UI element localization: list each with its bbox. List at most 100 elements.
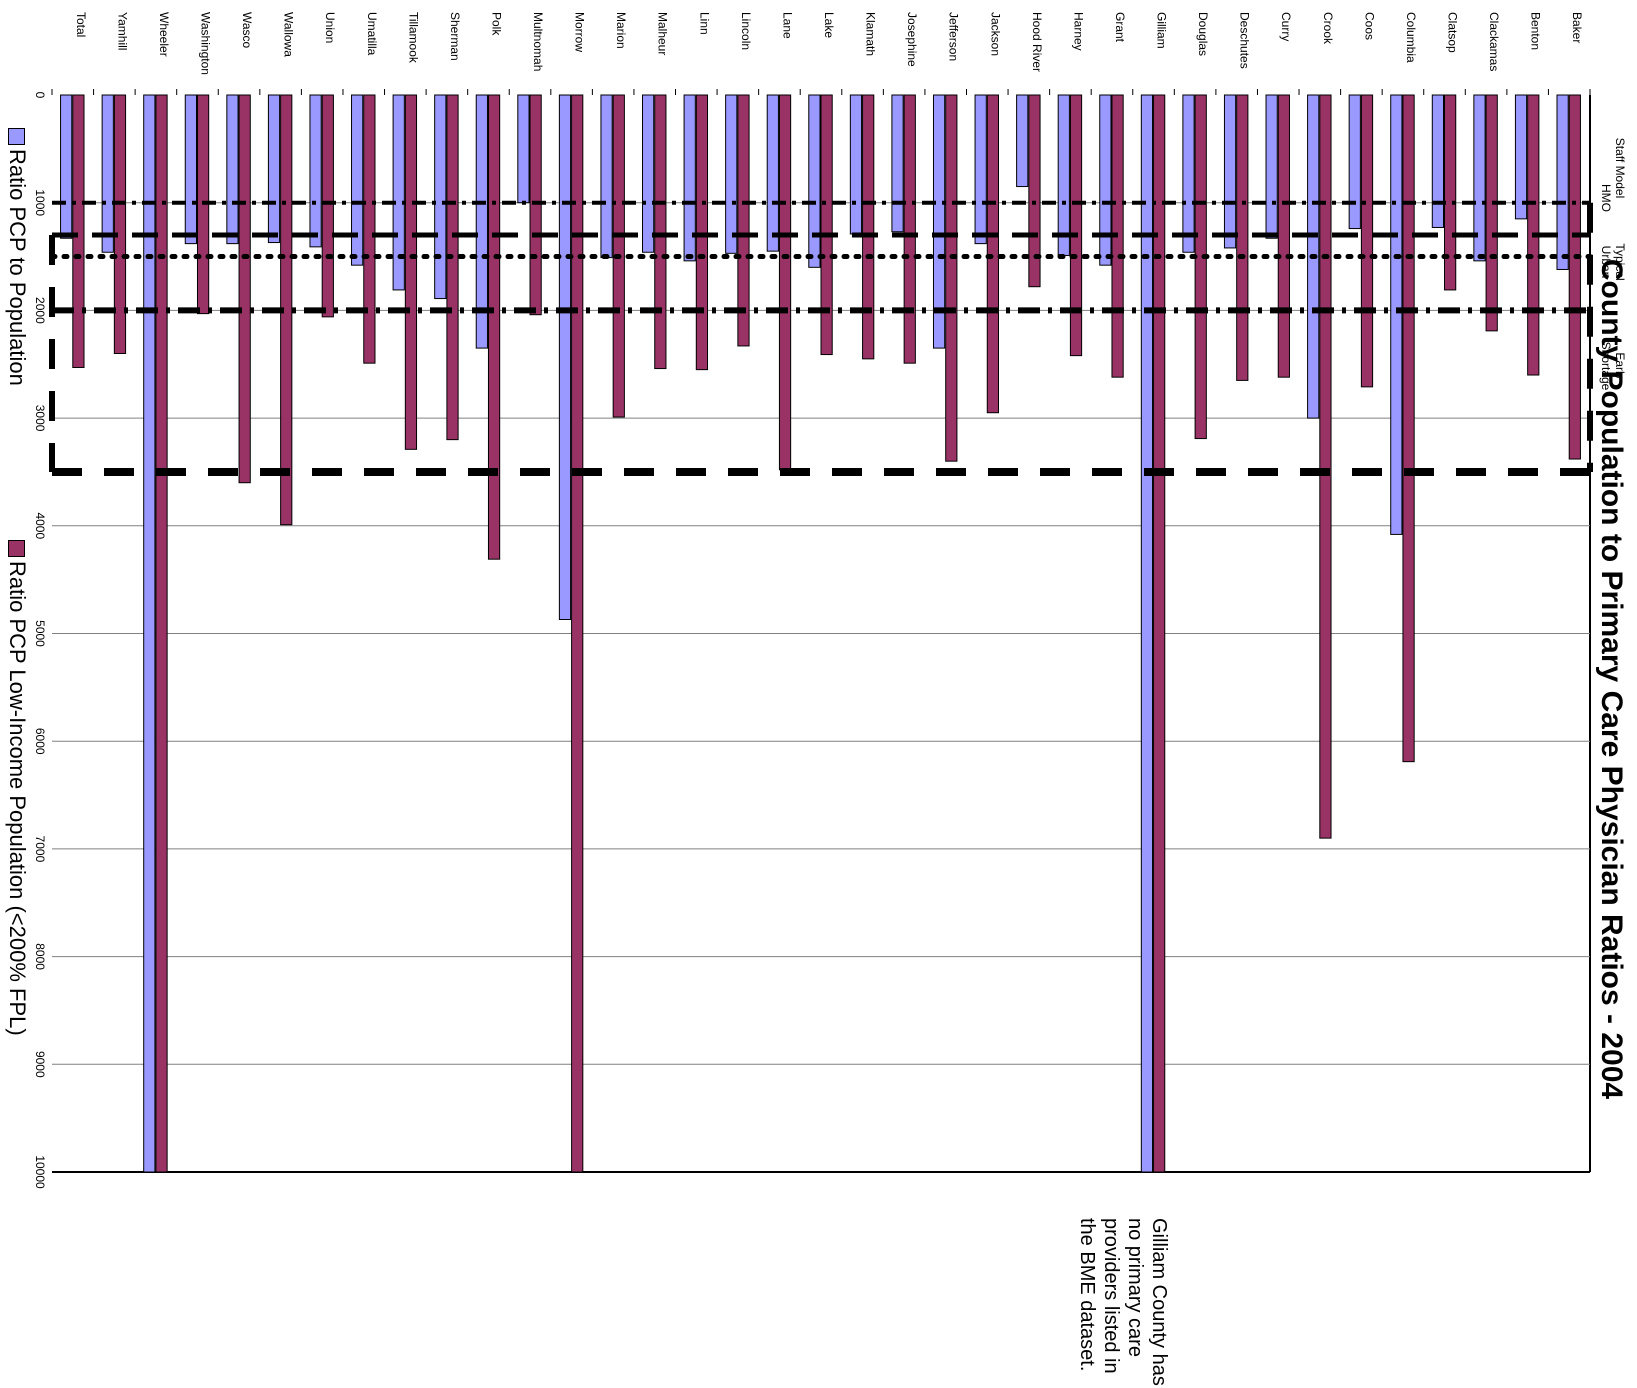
reference-label: Early (1613, 352, 1627, 379)
reference-label: Shortage (1599, 342, 1613, 391)
bar (778, 94, 792, 471)
bar (1402, 94, 1415, 763)
category-label: Clatsop (1446, 12, 1460, 53)
bar (986, 94, 999, 414)
value-tick-label: 0 (33, 92, 47, 99)
bar (571, 94, 584, 1173)
bar (321, 94, 334, 318)
bar (392, 94, 405, 291)
bar (309, 94, 322, 248)
bar (683, 94, 696, 262)
bar (404, 94, 418, 450)
bar (1028, 94, 1041, 288)
bar (475, 94, 488, 349)
category-labels: Baker Benton Clackamas Clatsop Columbia Coos C… (74, 12, 1584, 75)
category-label: Gilliam (1155, 12, 1169, 49)
bar (1277, 94, 1290, 378)
category-label: Jefferson (947, 12, 961, 61)
category-label: Umatilla (365, 12, 379, 56)
category-label: Tillamook (406, 12, 420, 64)
value-tick-label: 9000 (33, 1051, 47, 1078)
legend-item-pcp-low-income: Ratio PCP Low-Income Population (<200% F… (4, 540, 30, 1036)
bar (891, 94, 904, 233)
bar (1016, 94, 1029, 188)
category-label: Polk (489, 12, 503, 36)
bar (1444, 94, 1457, 291)
category-label: Morrow (573, 12, 587, 52)
bar (72, 94, 85, 368)
bar (766, 94, 779, 252)
bar (1556, 94, 1569, 270)
bar (974, 94, 987, 245)
bar (932, 94, 946, 349)
category-label: Marion (614, 12, 628, 49)
bars (60, 94, 1581, 1173)
bar (1140, 94, 1154, 1173)
bar (113, 94, 127, 354)
category-label: Union (323, 12, 337, 43)
bar (363, 94, 376, 364)
category-label: Lane (780, 12, 794, 39)
bar (1360, 94, 1374, 388)
value-tick-label: 3000 (33, 405, 47, 432)
value-axis-ticks: 0 1000 2000 3000 4000 5000 6000 7000 8000 9000 100… (33, 92, 47, 1189)
bar (529, 94, 542, 316)
category-label: Harney (1071, 12, 1085, 51)
category-label: Josephine (905, 12, 919, 67)
category-label: Hood River (1030, 12, 1044, 72)
value-tick-label: 4000 (33, 512, 47, 539)
category-label: Washington (198, 12, 212, 75)
reference-lines (49, 200, 1593, 476)
bar (517, 94, 530, 204)
bar (226, 94, 239, 245)
value-tick-label: 8000 (33, 943, 47, 970)
bar (903, 94, 916, 364)
category-label: Baker (1570, 12, 1584, 43)
category-label: Benton (1529, 12, 1543, 50)
bar (238, 94, 251, 484)
gilliam-note: Gilliam County has no primary care provi… (1076, 1218, 1170, 1386)
bar (558, 94, 572, 620)
reference-label: Staff Model (1613, 138, 1627, 198)
bar (446, 94, 459, 441)
bar (143, 94, 156, 1173)
category-label: Grant (1113, 12, 1127, 43)
bar (1265, 94, 1278, 239)
bar (808, 94, 821, 268)
category-label: Total (74, 12, 88, 37)
category-label: Douglas (1196, 12, 1210, 56)
category-label: Linn (697, 12, 711, 35)
bar (1348, 94, 1361, 230)
legend: Ratio PCP to Population Ratio PCP Low-In… (0, 0, 50, 1358)
category-label: Yamhill (115, 12, 129, 50)
value-tick-label: 5000 (33, 620, 47, 647)
bar (695, 94, 709, 371)
bar (155, 94, 168, 1173)
bar (737, 94, 750, 347)
category-label: Coos (1362, 12, 1376, 40)
category-label: Sherman (448, 12, 462, 61)
legend-label-pcp-population: Ratio PCP to Population (5, 149, 30, 386)
bar (1099, 94, 1112, 266)
legend-item-pcp-population: Ratio PCP to Population (4, 128, 30, 386)
category-label: Curry (1279, 12, 1293, 41)
bar (725, 94, 738, 254)
reference-label: Urban (1599, 246, 1613, 279)
bar (642, 94, 655, 253)
category-label: Lake (822, 12, 836, 38)
bar (1194, 94, 1207, 440)
bar (1431, 94, 1445, 228)
bar (487, 94, 501, 560)
value-tick-label: 6000 (33, 728, 47, 755)
category-label: Wasco (240, 12, 254, 49)
category-label: Lincoln (739, 12, 753, 50)
reference-label: Typical (1613, 243, 1627, 280)
value-tick-label: 2000 (33, 297, 47, 324)
bar (1473, 94, 1486, 262)
value-tick-label: 10000 (33, 1155, 47, 1189)
bar (1514, 94, 1528, 220)
bar (1223, 94, 1237, 249)
category-label: Crook (1321, 12, 1335, 45)
category-label: Klamath (864, 12, 878, 56)
